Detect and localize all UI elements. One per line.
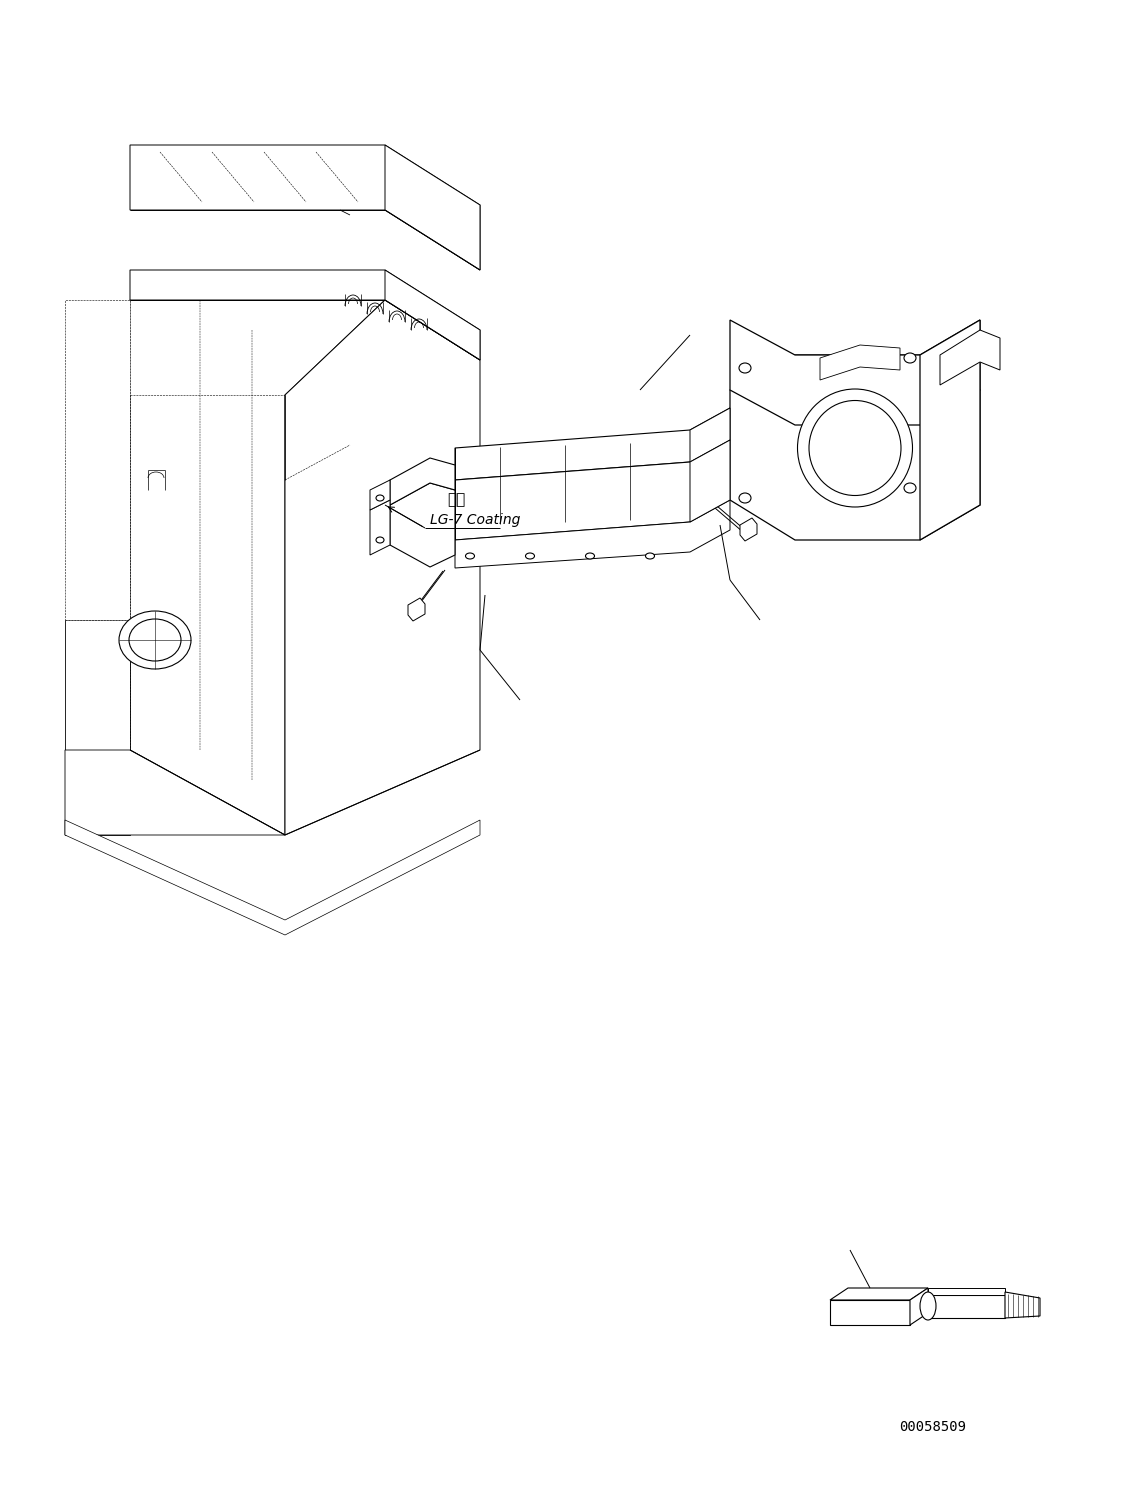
Polygon shape [130,300,385,835]
Ellipse shape [465,553,474,559]
Polygon shape [370,499,390,554]
Polygon shape [820,345,901,380]
Text: 00058509: 00058509 [899,1421,965,1434]
Polygon shape [740,519,757,541]
Polygon shape [285,300,480,835]
Text: 塗布: 塗布 [447,492,465,508]
Polygon shape [65,620,130,835]
Polygon shape [690,409,730,462]
Ellipse shape [376,536,384,542]
Polygon shape [830,1288,928,1300]
Polygon shape [385,146,480,270]
Polygon shape [730,355,980,539]
Ellipse shape [739,363,752,373]
Polygon shape [455,409,730,480]
Polygon shape [408,597,425,621]
Text: LG-7 Coating: LG-7 Coating [430,513,521,528]
Ellipse shape [376,495,384,501]
Ellipse shape [797,389,913,507]
Polygon shape [385,270,480,360]
Polygon shape [928,1288,1005,1294]
Polygon shape [920,319,980,539]
Polygon shape [940,330,1001,385]
Polygon shape [370,480,390,510]
Polygon shape [730,319,980,425]
Ellipse shape [904,483,916,493]
Polygon shape [455,499,730,568]
Polygon shape [130,270,480,360]
Polygon shape [910,1288,928,1326]
Ellipse shape [128,620,181,661]
Polygon shape [65,820,480,935]
Ellipse shape [810,401,901,495]
Polygon shape [130,146,480,270]
Polygon shape [65,750,285,835]
Polygon shape [690,440,730,522]
Ellipse shape [920,1291,936,1320]
Polygon shape [928,1294,1005,1318]
Polygon shape [1005,1291,1040,1318]
Ellipse shape [586,553,595,559]
Ellipse shape [119,611,191,669]
Ellipse shape [525,553,534,559]
Ellipse shape [646,553,655,559]
Polygon shape [830,1300,910,1326]
Polygon shape [455,440,730,539]
Polygon shape [390,458,455,505]
Polygon shape [65,300,130,620]
Ellipse shape [904,354,916,363]
Polygon shape [390,483,455,568]
Ellipse shape [739,493,752,502]
